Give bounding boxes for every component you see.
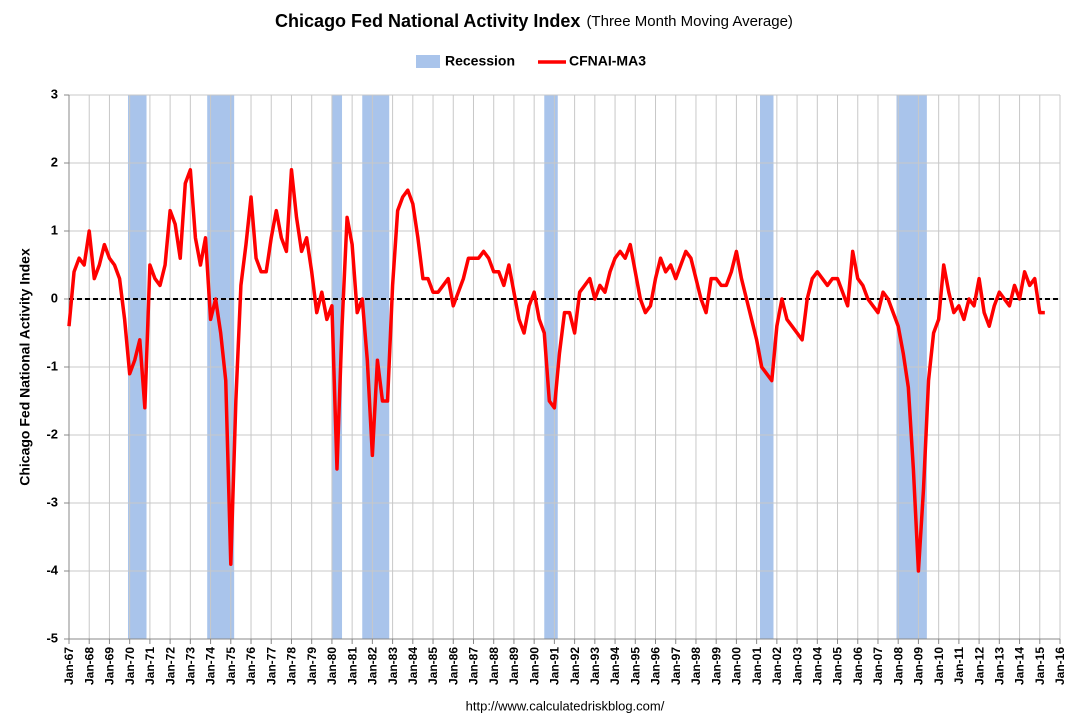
- legend-swatch-recession: [416, 55, 440, 68]
- x-tick-label: Jan-08: [891, 647, 905, 685]
- x-tick-label: Jan-74: [204, 647, 218, 685]
- x-tick-label: Jan-93: [588, 647, 602, 685]
- legend-label: Recession: [445, 53, 515, 69]
- x-tick-label: Jan-75: [224, 647, 238, 685]
- x-tick-label: Jan-77: [264, 647, 278, 685]
- source: http://www.calculatedriskblog.com/: [466, 698, 665, 713]
- x-tick-label: Jan-87: [467, 647, 481, 685]
- x-tick-label: Jan-01: [750, 647, 764, 685]
- x-tick-label: Jan-89: [507, 647, 521, 685]
- x-tick-label: Jan-13: [992, 647, 1006, 685]
- x-tick-label: Jan-67: [62, 647, 76, 685]
- x-tick-label: Jan-09: [912, 647, 926, 685]
- y-tick-label: 1: [51, 222, 58, 237]
- x-tick-label: Jan-80: [325, 647, 339, 685]
- y-axis-label: Chicago Fed National Activity Index: [17, 248, 33, 486]
- y-tick-label: -1: [46, 358, 58, 373]
- y-tick-label: -3: [46, 494, 58, 509]
- y-tick-label: 2: [51, 154, 58, 169]
- x-tick-label: Jan-95: [628, 647, 642, 685]
- y-tick-label: -4: [46, 562, 58, 577]
- x-tick-label: Jan-68: [82, 647, 96, 685]
- x-tick-label: Jan-07: [871, 647, 885, 685]
- x-tick-label: Jan-71: [143, 647, 157, 685]
- x-tick-label: Jan-10: [932, 647, 946, 685]
- x-tick-label: Jan-98: [689, 647, 703, 685]
- x-tick-label: Jan-91: [548, 647, 562, 685]
- x-tick-label: Jan-78: [285, 647, 299, 685]
- x-tick-label: Jan-72: [163, 647, 177, 685]
- x-tick-label: Jan-02: [770, 647, 784, 685]
- x-tick-label: Jan-99: [709, 647, 723, 685]
- x-tick-label: Jan-70: [123, 647, 137, 685]
- x-tick-label: Jan-83: [386, 647, 400, 685]
- x-tick-label: Jan-92: [568, 647, 582, 685]
- x-tick-label: Jan-86: [446, 647, 460, 685]
- x-tick-label: Jan-82: [366, 647, 380, 685]
- x-tick-label: Jan-00: [730, 647, 744, 685]
- x-tick-label: Jan-85: [426, 647, 440, 685]
- x-tick-label: Jan-06: [851, 647, 865, 685]
- x-tick-label: Jan-97: [669, 647, 683, 685]
- x-tick-label: Jan-84: [406, 647, 420, 685]
- chart-subtitle: (Three Month Moving Average): [586, 13, 793, 30]
- x-tick-label: Jan-12: [972, 647, 986, 685]
- chart-title: Chicago Fed National Activity Index: [275, 11, 580, 31]
- x-tick-label: Jan-14: [1013, 647, 1027, 685]
- x-tick-label: Jan-88: [487, 647, 501, 685]
- x-tick-label: Jan-15: [1033, 647, 1047, 685]
- x-tick-label: Jan-96: [649, 647, 663, 685]
- x-tick-label: Jan-16: [1053, 647, 1067, 685]
- y-tick-label: -5: [46, 630, 58, 645]
- x-tick-label: Jan-11: [952, 647, 966, 685]
- x-tick-label: Jan-73: [184, 647, 198, 685]
- x-tick-label: Jan-76: [244, 647, 258, 685]
- x-tick-label: Jan-79: [305, 647, 319, 685]
- x-tick-label: Jan-69: [103, 647, 117, 685]
- data-line: [67, 168, 1045, 573]
- x-tick-label: Jan-05: [831, 647, 845, 685]
- x-tick-label: Jan-81: [345, 647, 359, 685]
- x-tick-label: Jan-04: [810, 647, 824, 685]
- x-tick-label: Jan-03: [790, 647, 804, 685]
- y-tick-label: 0: [51, 290, 58, 305]
- legend-label: CFNAI-MA3: [569, 53, 646, 69]
- x-tick-label: Jan-94: [608, 647, 622, 685]
- y-tick-label: 3: [51, 86, 58, 101]
- y-tick-label: -2: [46, 426, 58, 441]
- x-tick-label: Jan-90: [527, 647, 541, 685]
- chart-title-group: Chicago Fed National Activity Index (Thre…: [275, 11, 793, 31]
